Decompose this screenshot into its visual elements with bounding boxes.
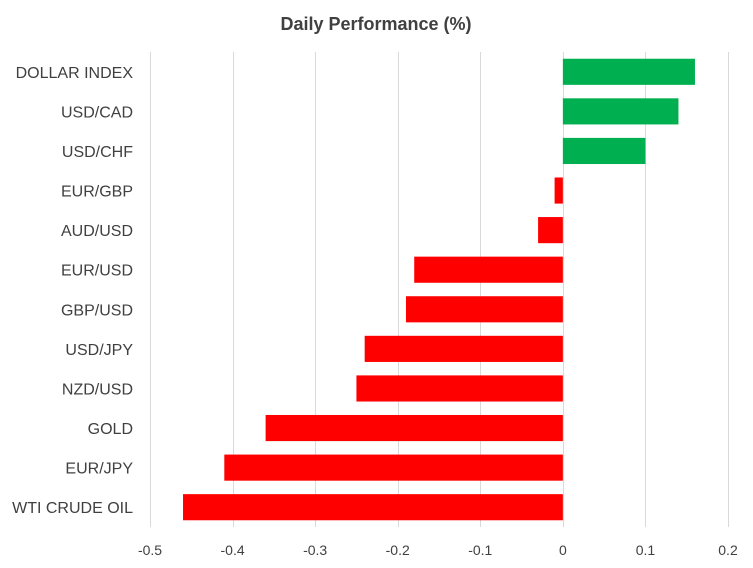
- bar: [265, 414, 563, 442]
- x-tick-label: -0.3: [303, 542, 327, 558]
- category-label: USD/CAD: [61, 104, 133, 121]
- category-label: USD/JPY: [65, 342, 133, 359]
- category-label: GOLD: [88, 421, 133, 438]
- category-label: GBP/USD: [61, 302, 133, 319]
- x-tick-label: 0: [559, 542, 567, 558]
- x-tick-label: 0.1: [636, 542, 656, 558]
- x-tick-label: -0.5: [138, 542, 162, 558]
- bar: [554, 177, 563, 204]
- grid-lines: [150, 52, 729, 527]
- category-label: NZD/USD: [62, 381, 133, 398]
- bar: [356, 375, 563, 402]
- x-tick-label: -0.4: [221, 542, 245, 558]
- bar: [562, 98, 679, 125]
- bar: [538, 217, 563, 244]
- x-tick-label: -0.1: [468, 542, 492, 558]
- category-label: WTI CRUDE OIL: [12, 500, 133, 517]
- bar: [414, 256, 563, 283]
- bar: [183, 494, 563, 521]
- category-label: AUD/USD: [61, 223, 133, 240]
- x-tick-labels: -0.5 -0.4 -0.3 -0.2 -0.1 0 0.1 0.2: [138, 542, 738, 558]
- bar: [562, 137, 646, 165]
- category-label: DOLLAR INDEX: [16, 65, 134, 82]
- category-label: USD/CHF: [62, 144, 133, 161]
- bar: [405, 296, 563, 323]
- bar: [562, 58, 695, 85]
- bars: [183, 58, 695, 521]
- category-labels: DOLLAR INDEX USD/CAD USD/CHF EUR/GBP AUD/USD…: [12, 65, 133, 517]
- bar: [364, 335, 563, 362]
- category-label: EUR/GBP: [61, 184, 133, 201]
- category-label: EUR/USD: [61, 263, 133, 280]
- bar: [224, 454, 563, 481]
- category-label: EUR/JPY: [65, 461, 133, 478]
- x-tick-label: 0.2: [718, 542, 738, 558]
- chart-title: Daily Performance (%): [280, 14, 471, 34]
- x-tick-label: -0.2: [386, 542, 410, 558]
